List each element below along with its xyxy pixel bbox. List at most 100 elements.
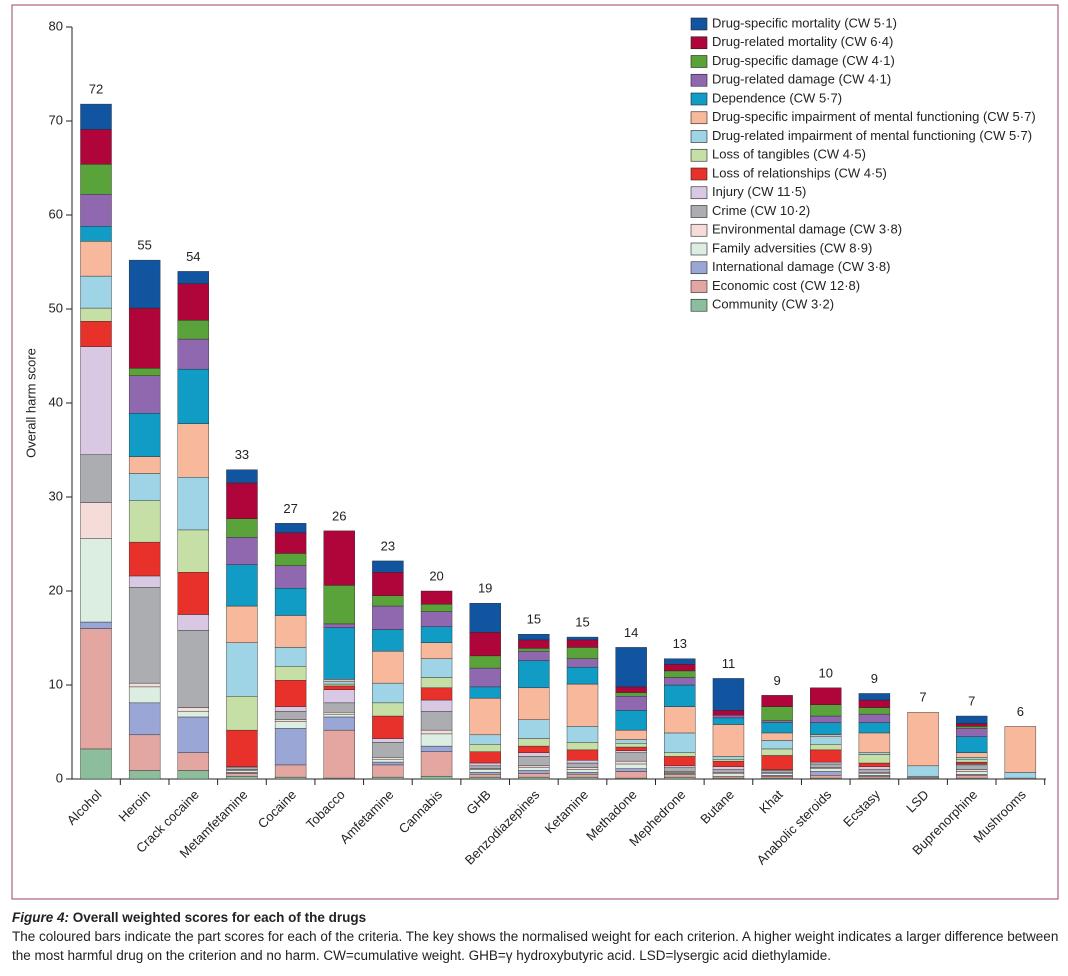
bar-segment [128, 682, 161, 688]
bar-segment [858, 773, 891, 776]
bar-segment [128, 575, 161, 588]
bar-segment [518, 719, 550, 739]
bar-segment [274, 764, 307, 778]
bar-segment [274, 666, 307, 681]
total-label: 15 [527, 612, 541, 627]
bar-segment [80, 275, 112, 309]
caption-heading: Figure 4: Overall weighted scores for ea… [12, 908, 1060, 927]
bar-segment [323, 627, 355, 680]
bar-segment [372, 715, 404, 739]
legend-label: Loss of tangibles (CW 4·5) [712, 147, 866, 162]
legend-swatch [690, 55, 708, 68]
bar-segment [372, 738, 404, 743]
bar-segment [810, 744, 842, 751]
bar-segment [323, 679, 355, 682]
bar-segment [372, 629, 404, 652]
x-tick-label: Heroin [116, 787, 154, 825]
bar-segment [615, 768, 647, 772]
legend-label: Economic cost (CW 12·8) [712, 278, 860, 293]
bar-segment [226, 696, 258, 731]
bar-segment [566, 639, 599, 648]
total-label: 7 [919, 690, 926, 705]
bar-segment [615, 692, 647, 697]
bar-segment [226, 729, 258, 767]
bar-segment [323, 702, 355, 713]
bar-segment [226, 605, 258, 643]
bar-segment [1004, 772, 1037, 779]
x-tick-label: Cannabis [396, 787, 446, 837]
bar-segment [80, 454, 112, 503]
bar-segment [469, 667, 501, 688]
legend-label: Drug-related damage (CW 4·1) [712, 72, 891, 87]
bar-segment [323, 729, 355, 779]
bar-segment [177, 271, 210, 284]
bar-segment [810, 734, 842, 737]
bar-segment [956, 775, 988, 779]
bar-segment [956, 726, 988, 729]
bar-segment [518, 660, 550, 689]
bar-segment [615, 739, 647, 744]
bar-segment [518, 687, 550, 720]
bar-segment [664, 658, 696, 665]
bar-segment [761, 720, 793, 723]
bar-segment [372, 650, 404, 684]
bar-segment [566, 769, 599, 773]
bar-segment [566, 683, 599, 727]
bar-segment [615, 696, 647, 711]
y-axis-label: Overall harm score [23, 348, 38, 458]
bar-segment [469, 776, 501, 780]
bar-segment [372, 595, 404, 607]
total-label: 23 [381, 538, 395, 553]
legend-label: Injury (CW 11·5) [712, 184, 806, 199]
bar-segment [761, 773, 793, 776]
chart: Overall harm score 0 10 20 30 40 50 60 70 80 72 Al… [11, 4, 1059, 900]
y-tick-label: 60 [49, 206, 63, 221]
bar-segment [810, 749, 842, 763]
bar-segment [615, 746, 647, 751]
bar-segment [907, 765, 939, 777]
bar-segment [518, 745, 550, 753]
bar-segment [128, 541, 161, 577]
bar-segment [761, 732, 793, 741]
bar-segment [226, 537, 258, 565]
legend-label: Environmental damage (CW 3·8) [712, 222, 902, 237]
bar-segment [712, 714, 745, 719]
bar-segment [858, 752, 891, 755]
bar-segment [128, 375, 161, 414]
bar-segment [469, 774, 501, 778]
legend-label: Community (CW 3·2) [712, 297, 834, 312]
legend-swatch [690, 73, 708, 87]
legend-swatch [690, 111, 708, 125]
bar-segment [420, 687, 453, 701]
bar-segment [226, 469, 258, 484]
y-tick-label: 30 [49, 488, 63, 503]
bar-segment [518, 776, 550, 780]
total-label: 9 [773, 673, 780, 688]
bar-segment [858, 693, 891, 701]
total-label: 7 [968, 693, 975, 708]
bar-segment [615, 771, 647, 779]
bar-segment [128, 259, 161, 309]
bar-segment [810, 761, 842, 765]
bar-segment [323, 585, 355, 625]
bar-segment [226, 564, 258, 607]
bar-segment [274, 706, 307, 712]
bar-segment [274, 615, 307, 648]
y-tick-label: 80 [49, 18, 63, 33]
bar-segment [615, 760, 647, 765]
bar-segment [761, 755, 793, 770]
bar-segment [177, 368, 210, 424]
bar-segment [664, 706, 696, 734]
bar-segment [274, 719, 307, 722]
bar-segment [566, 774, 599, 778]
bar-segment [615, 647, 647, 688]
legend-swatch [690, 167, 708, 181]
bar-segment [128, 686, 161, 704]
bar-segment [566, 749, 599, 761]
legend-swatch [690, 223, 708, 237]
bar-segment [80, 538, 112, 623]
total-label: 11 [722, 656, 736, 671]
total-label: 72 [89, 82, 103, 97]
bar-segment [858, 722, 891, 734]
